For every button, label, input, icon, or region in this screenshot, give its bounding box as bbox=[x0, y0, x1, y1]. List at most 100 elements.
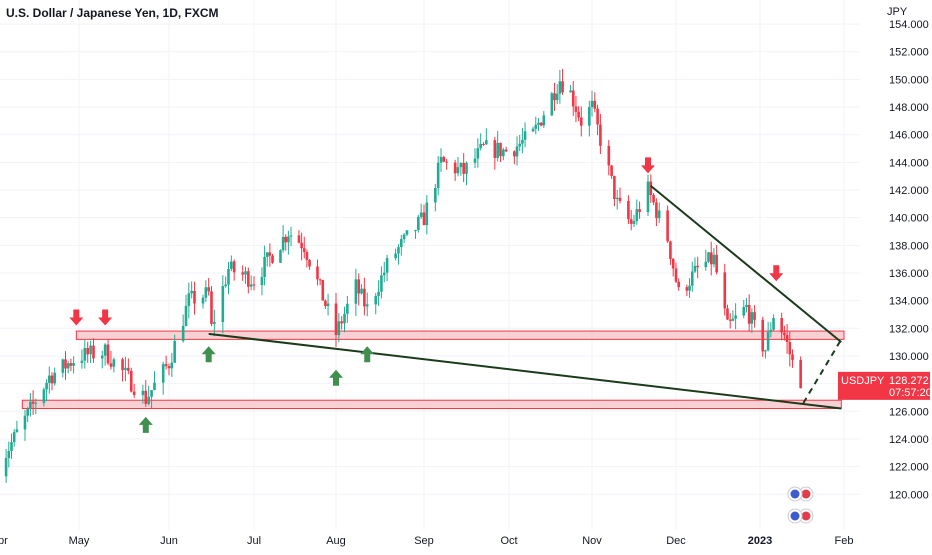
time-tick-label: 2023 bbox=[748, 535, 772, 547]
candle-body bbox=[747, 305, 751, 324]
candle-body bbox=[45, 382, 48, 390]
price-axis[interactable]: 154.000 152.000 150.000 148.000 146.000 144.0… bbox=[889, 19, 929, 501]
candle-body bbox=[50, 375, 54, 384]
price-tick-label: 120.000 bbox=[889, 489, 929, 501]
candle-body bbox=[265, 252, 269, 257]
price-tick-label: 122.000 bbox=[889, 462, 929, 474]
candle-body bbox=[453, 162, 457, 174]
candle-body bbox=[655, 202, 658, 219]
dividend-event-icon[interactable] bbox=[798, 508, 814, 524]
candle-body bbox=[284, 236, 288, 243]
price-tick-label: 152.000 bbox=[889, 47, 929, 59]
candle-body bbox=[649, 181, 653, 195]
candle-body bbox=[769, 329, 773, 333]
candle-body bbox=[7, 450, 11, 459]
candle-body bbox=[153, 382, 156, 391]
candle-body bbox=[374, 295, 378, 305]
candle-body bbox=[112, 359, 116, 367]
candle-body bbox=[72, 362, 75, 366]
candle-body bbox=[688, 285, 691, 291]
candle-body bbox=[109, 363, 113, 367]
candle-body bbox=[518, 143, 522, 147]
candle-body bbox=[728, 319, 732, 321]
dividend-event-icon[interactable] bbox=[787, 508, 803, 524]
candle-body bbox=[106, 344, 110, 364]
price-tick-label: 146.000 bbox=[889, 130, 929, 142]
candle-body bbox=[48, 375, 51, 383]
candle-body bbox=[482, 143, 485, 145]
candle-body bbox=[462, 162, 465, 174]
candle-body bbox=[674, 268, 678, 282]
candle-body bbox=[187, 293, 191, 306]
candle-body bbox=[555, 93, 559, 101]
candle-body bbox=[473, 158, 477, 163]
price-tick-label: 142.000 bbox=[889, 185, 929, 197]
sell-arrow-icon bbox=[98, 309, 113, 326]
candle-body bbox=[671, 258, 675, 269]
candle-body bbox=[69, 363, 73, 366]
candle-body bbox=[646, 181, 650, 213]
candle-body bbox=[666, 210, 669, 242]
candle-body bbox=[577, 111, 580, 118]
candle-body bbox=[300, 242, 303, 249]
time-tick-label: Dec bbox=[666, 535, 686, 547]
candle-body bbox=[365, 304, 369, 307]
price-tick-label: 148.000 bbox=[889, 102, 929, 114]
buy-arrow-icon bbox=[201, 346, 216, 363]
candle-body bbox=[417, 216, 420, 231]
candle-body bbox=[523, 131, 527, 140]
candle-body bbox=[742, 307, 746, 316]
candle-body bbox=[574, 106, 578, 112]
candles bbox=[4, 68, 802, 483]
candle-body bbox=[459, 162, 463, 168]
candle-body bbox=[271, 255, 274, 263]
candle-body bbox=[761, 319, 765, 352]
candle-body bbox=[707, 252, 710, 262]
candle-body bbox=[337, 321, 341, 336]
candle-body bbox=[302, 248, 306, 253]
candle-body bbox=[780, 318, 783, 333]
candle-body bbox=[318, 279, 322, 281]
candle-body bbox=[456, 167, 460, 174]
candle-body bbox=[12, 432, 16, 443]
candle-body bbox=[593, 100, 597, 109]
candle-body bbox=[305, 252, 309, 261]
candle-body bbox=[227, 268, 230, 285]
candle-body bbox=[652, 194, 655, 203]
candle-body bbox=[326, 303, 330, 307]
candle-body bbox=[334, 303, 338, 336]
candle-body bbox=[476, 148, 480, 159]
time-tick-label: Sep bbox=[414, 535, 434, 547]
candle-body bbox=[496, 142, 499, 158]
candle-body bbox=[132, 391, 136, 396]
candle-body bbox=[402, 234, 406, 240]
time-axis[interactable]: pr May Jun Jul Aug Sep Oct Nov Dec 2023 Feb bbox=[0, 535, 853, 547]
price-tick-label: 124.000 bbox=[889, 434, 929, 446]
candle-body bbox=[734, 315, 737, 319]
price-tick-label: 154.000 bbox=[889, 19, 929, 31]
candle-body bbox=[502, 149, 505, 157]
candle-body bbox=[316, 266, 319, 280]
candle-body bbox=[346, 303, 349, 314]
candle-body bbox=[150, 390, 153, 397]
candle-body bbox=[64, 359, 67, 369]
candle-body bbox=[213, 322, 216, 324]
candle-body bbox=[184, 305, 188, 326]
candle-body bbox=[66, 363, 70, 369]
candle-body bbox=[207, 287, 210, 292]
candle-body bbox=[693, 265, 697, 272]
price-tag-price: 128.272 bbox=[889, 375, 929, 387]
candle-body bbox=[493, 140, 497, 158]
candle-body bbox=[635, 209, 639, 222]
candle-body bbox=[357, 279, 361, 294]
candle-body bbox=[100, 355, 104, 359]
candle-body bbox=[121, 359, 124, 371]
candle-body bbox=[553, 93, 556, 101]
candle-body bbox=[596, 108, 599, 125]
candle-body bbox=[210, 291, 213, 324]
event-icons[interactable] bbox=[787, 486, 814, 524]
economic-event-icon[interactable] bbox=[787, 486, 803, 502]
